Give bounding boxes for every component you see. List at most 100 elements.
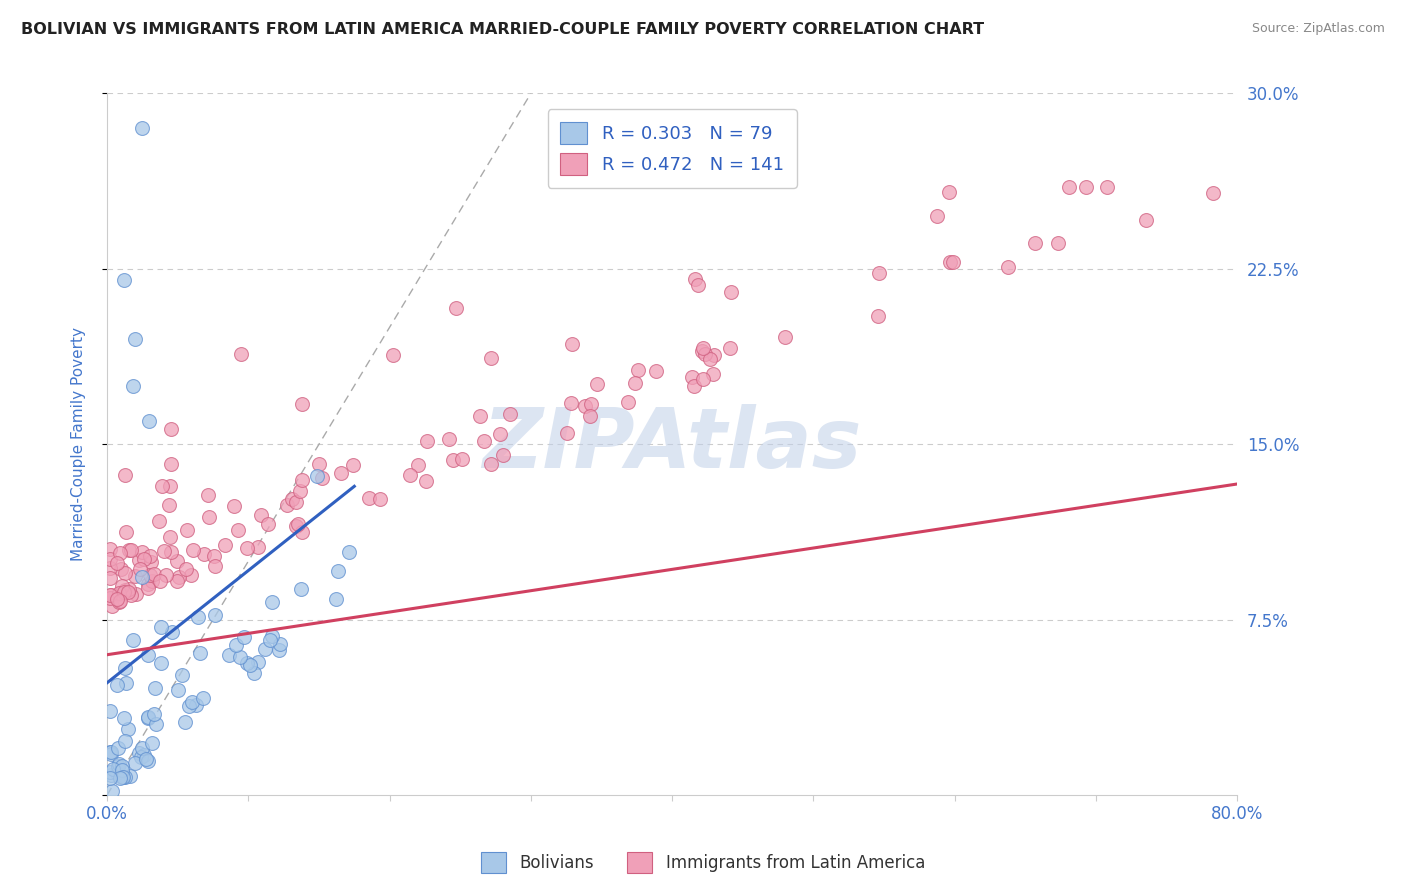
Point — [287, 516, 309, 531]
Point — [586, 376, 609, 391]
Point — [290, 525, 312, 540]
Point — [699, 351, 721, 366]
Point — [150, 657, 173, 671]
Point — [326, 564, 349, 578]
Point — [681, 370, 703, 384]
Point — [98, 765, 121, 780]
Point — [231, 346, 253, 360]
Point — [291, 397, 314, 411]
Point — [247, 540, 270, 554]
Point — [98, 745, 121, 759]
Point — [239, 658, 262, 673]
Point — [98, 542, 121, 557]
Point — [105, 765, 128, 780]
Point — [184, 698, 207, 712]
Point — [134, 747, 156, 762]
Point — [311, 470, 333, 484]
Point — [143, 566, 166, 581]
Point — [290, 582, 312, 597]
Point — [225, 638, 247, 652]
Point — [188, 646, 211, 660]
Point — [868, 266, 890, 280]
Point — [149, 574, 172, 589]
Point — [98, 772, 121, 786]
Point — [98, 560, 121, 574]
Point — [579, 397, 602, 411]
Point — [291, 474, 314, 488]
Point — [117, 543, 139, 558]
Point — [204, 558, 226, 573]
Point — [138, 648, 160, 662]
Point — [685, 272, 707, 286]
Point — [276, 498, 298, 512]
Point — [441, 453, 464, 467]
Point — [145, 717, 167, 731]
Point — [128, 746, 150, 760]
Point — [114, 661, 136, 675]
Point — [107, 756, 129, 771]
Point — [1076, 180, 1098, 194]
Point — [100, 746, 122, 760]
Point — [235, 657, 257, 671]
Point — [232, 630, 254, 644]
Point — [214, 538, 236, 552]
Point — [259, 633, 281, 648]
Point — [868, 309, 890, 323]
Point — [98, 591, 121, 605]
Point — [479, 457, 502, 471]
Point — [105, 678, 128, 692]
Point — [198, 510, 221, 524]
Point — [150, 479, 173, 493]
Point — [131, 749, 153, 764]
Point — [399, 468, 422, 483]
Point — [382, 348, 405, 362]
Y-axis label: Married-Couple Family Poverty: Married-Couple Family Poverty — [72, 327, 86, 561]
Point — [578, 409, 600, 424]
Point — [181, 542, 204, 557]
Point — [136, 754, 159, 768]
Point — [262, 629, 284, 643]
Point — [111, 758, 134, 772]
Point — [98, 704, 121, 718]
Point — [120, 543, 142, 558]
Point — [101, 783, 124, 797]
Point — [204, 607, 226, 622]
Point — [131, 545, 153, 559]
Point — [129, 562, 152, 576]
Point — [193, 691, 215, 706]
Point — [180, 567, 202, 582]
Point — [491, 448, 513, 462]
Point — [100, 588, 122, 602]
Point — [702, 367, 724, 381]
Point — [162, 625, 184, 640]
Point — [115, 675, 138, 690]
Point — [169, 570, 191, 584]
Point — [114, 566, 136, 580]
Point — [218, 648, 240, 663]
Point — [942, 255, 965, 269]
Point — [174, 562, 197, 576]
Point — [136, 710, 159, 724]
Point — [174, 715, 197, 730]
Point — [368, 491, 391, 506]
Point — [117, 585, 139, 599]
Text: ZIPAtlas: ZIPAtlas — [482, 404, 862, 484]
Point — [224, 499, 246, 513]
Point — [269, 637, 291, 651]
Point — [136, 711, 159, 725]
Point — [236, 541, 259, 556]
Point — [574, 400, 596, 414]
Point — [114, 583, 136, 598]
Point — [997, 260, 1019, 274]
Point — [1057, 180, 1080, 194]
Point — [703, 348, 725, 362]
Point — [157, 498, 180, 512]
Point — [128, 553, 150, 567]
Point — [718, 341, 741, 355]
Point — [110, 562, 132, 576]
Point — [139, 568, 162, 582]
Point — [107, 740, 129, 755]
Point — [683, 379, 706, 393]
Point — [228, 649, 250, 664]
Point — [927, 209, 949, 223]
